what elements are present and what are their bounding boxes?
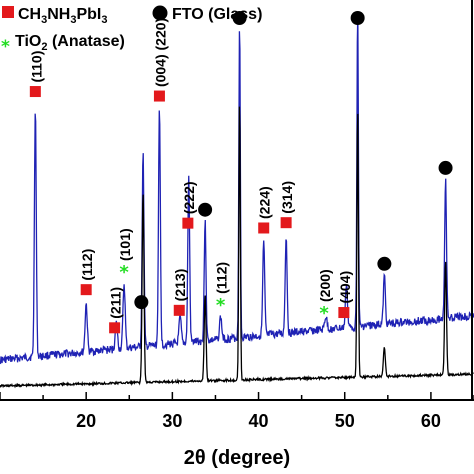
legend-fto-label: FTO (Glass) (172, 6, 262, 23)
fto-circle-marker (198, 202, 213, 217)
peak-label: (112) (214, 262, 230, 294)
x-axis-title: 2θ (degree) (184, 447, 290, 469)
fto-circle-marker (134, 295, 149, 310)
anatase-star-marker: * (119, 262, 129, 283)
peak-label: (200) (317, 269, 333, 302)
x-tick-label: 30 (162, 411, 182, 431)
peak-label: (314) (279, 181, 295, 214)
tick-layer: 20 30 40 50 60 (0, 392, 474, 431)
perovskite-square-marker (80, 284, 92, 296)
perovskite-square-marker (280, 217, 292, 229)
peak-label: (404) (337, 271, 353, 304)
peak-label: (211) (108, 287, 124, 319)
fto-circle-marker (438, 160, 453, 175)
perovskite-square-marker (109, 322, 121, 334)
x-tick-label: 20 (76, 411, 96, 431)
legend-tio2-label: TiO2 (Anatase) (15, 33, 125, 53)
fto-circle-marker (232, 11, 247, 25)
perovskite-square-marker (173, 304, 185, 316)
peak-label: (101) (117, 228, 133, 261)
legend: CH3NH3PbI3 FTO (Glass) * TiO2 (Anatase) (1, 5, 262, 57)
peak-label: (004) (220) (152, 18, 168, 87)
peak-label: (224) (257, 186, 273, 219)
peak-label: (213) (172, 269, 188, 302)
perovskite-square-marker (338, 307, 350, 319)
peak-label: (222) (181, 181, 197, 214)
legend-star-icon: * (1, 37, 10, 57)
series-layer (0, 12, 474, 389)
perovskite-square-marker (182, 217, 194, 229)
series-line (0, 106, 474, 389)
peak-label: (112) (79, 249, 95, 281)
fto-circle-marker (377, 256, 392, 271)
perovskite-square-marker (29, 86, 41, 98)
peak-label: (110) (28, 51, 44, 83)
anatase-star-marker: * (216, 295, 226, 316)
legend-square-icon (2, 6, 14, 18)
anatase-star-marker: * (319, 303, 329, 324)
perovskite-square-marker (153, 90, 165, 102)
x-tick-label: 40 (249, 411, 269, 431)
legend-perovskite-label: CH3NH3PbI3 (18, 6, 107, 26)
legend-circle-icon (152, 5, 168, 21)
series-line (0, 12, 474, 365)
fto-circle-marker (350, 11, 365, 25)
x-tick-label: 50 (335, 411, 355, 431)
marker-layer: (110)(112)(211)*(101)(004) (220)(213)(22… (28, 11, 453, 334)
x-tick-label: 60 (421, 411, 441, 431)
perovskite-square-marker (258, 222, 270, 234)
